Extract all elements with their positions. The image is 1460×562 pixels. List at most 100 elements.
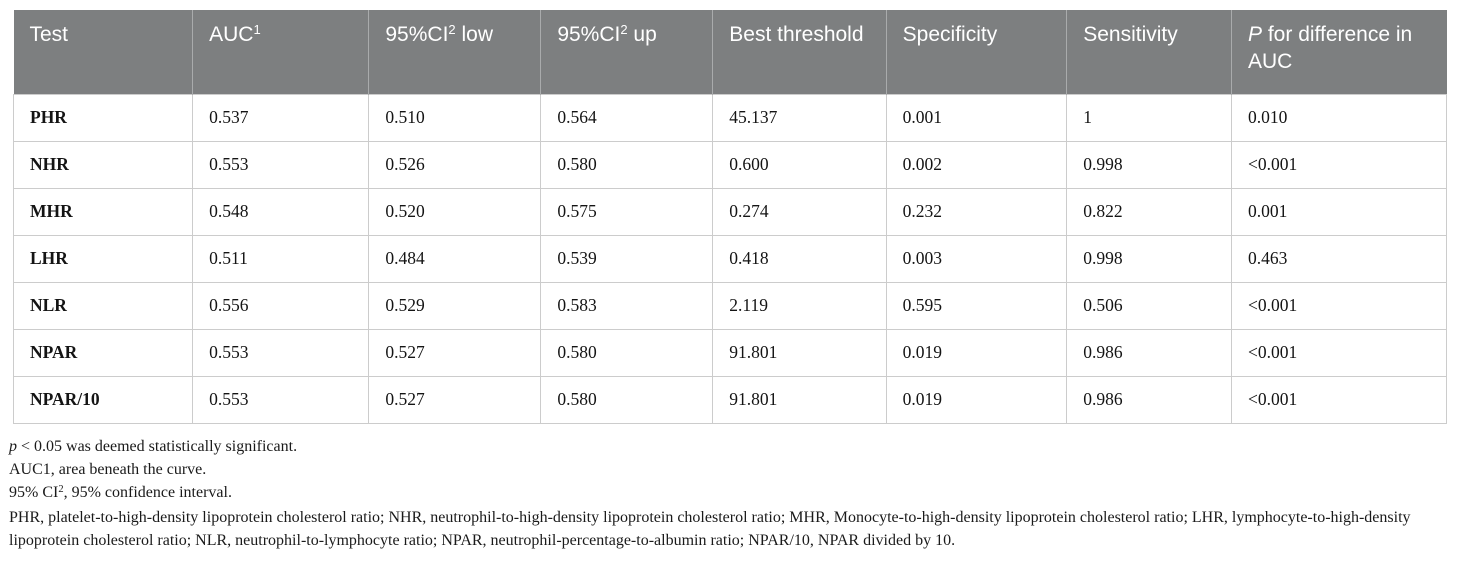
table-row: MHR 0.548 0.520 0.575 0.274 0.232 0.822 0.001	[12, 187, 1447, 236]
text-part: Specificity	[902, 23, 998, 46]
text-part: Test	[29, 23, 69, 46]
cell-p_for_difference: <0.001	[1231, 281, 1447, 330]
cell-ci_low: 0.527	[368, 375, 542, 424]
cell-best_threshold: 91.801	[712, 328, 887, 377]
cell-sensitivity: 1	[1066, 93, 1232, 142]
text-part: , 95% confidence interval.	[63, 483, 232, 501]
cell-sensitivity: 0.998	[1066, 140, 1232, 189]
cell-sensitivity: 0.998	[1066, 234, 1232, 283]
table-body: PHR 0.537 0.510 0.564 45.137 0.001 1 0.010 NHR 0.…	[12, 93, 1447, 424]
text-part: 95%CI	[385, 23, 449, 46]
column-header-auc: AUC1	[192, 10, 369, 94]
cell-p_for_difference: <0.001	[1231, 375, 1447, 424]
cell-specificity: 0.019	[885, 328, 1068, 377]
table-row: NLR 0.556 0.529 0.583 2.119 0.595 0.506 <0.001	[12, 281, 1447, 330]
cell-ci_up: 0.580	[540, 375, 714, 424]
cell-auc: 0.511	[192, 234, 370, 283]
cell-p_for_difference: <0.001	[1231, 140, 1447, 189]
table-row: NHR 0.553 0.526 0.580 0.600 0.002 0.998 <0.001	[12, 140, 1447, 189]
cell-best_threshold: 2.119	[712, 281, 887, 330]
column-header-ci_low: 95%CI2 low	[368, 10, 541, 94]
cell-specificity: 0.595	[885, 281, 1068, 330]
text-part: 2	[58, 483, 64, 495]
table-header-row: Test AUC1 95%CI2 low 95%CI2 up Best threshol…	[13, 10, 1447, 94]
footnote: PHR, platelet-to-high-density lipoprotei…	[9, 506, 1450, 552]
cell-ci_low: 0.484	[368, 234, 542, 283]
cell-test: NHR	[12, 140, 194, 189]
cell-best_threshold: 0.418	[712, 234, 887, 283]
text-part: 2	[620, 22, 628, 37]
cell-test: NPAR	[12, 328, 194, 377]
cell-ci_up: 0.575	[540, 187, 714, 236]
text-part: low	[455, 23, 493, 46]
cell-test: NPAR/10	[12, 375, 194, 424]
text-part: AUC1, area beneath the curve.	[9, 460, 207, 478]
column-header-ci_up: 95%CI2 up	[540, 10, 713, 94]
cell-ci_low: 0.526	[368, 140, 542, 189]
cell-test: NLR	[12, 281, 194, 330]
cell-specificity: 0.232	[885, 187, 1068, 236]
cell-sensitivity: 0.822	[1066, 187, 1232, 236]
footnotes: p < 0.05 was deemed statistically signif…	[9, 435, 1450, 552]
cell-ci_up: 0.564	[540, 93, 714, 142]
table-row: LHR 0.511 0.484 0.539 0.418 0.003 0.998 0.463	[12, 234, 1447, 283]
cell-ci_up: 0.580	[540, 328, 714, 377]
cell-test: PHR	[12, 93, 194, 142]
cell-specificity: 0.001	[885, 93, 1068, 142]
footnote: 95% CI2, 95% confidence interval.	[9, 481, 1450, 506]
text-part: 2	[448, 22, 456, 37]
cell-best_threshold: 45.137	[712, 93, 887, 142]
table-row: PHR 0.537 0.510 0.564 45.137 0.001 1 0.010	[12, 93, 1447, 142]
cell-auc: 0.548	[192, 187, 370, 236]
text-part: AUC	[209, 23, 254, 46]
cell-ci_low: 0.529	[368, 281, 542, 330]
cell-p_for_difference: 0.010	[1231, 93, 1447, 142]
cell-best_threshold: 91.801	[712, 375, 887, 424]
column-header-sensitivity: Sensitivity	[1066, 10, 1232, 94]
cell-best_threshold: 0.274	[712, 187, 887, 236]
text-part: Best threshold	[729, 23, 864, 46]
cell-ci_up: 0.583	[540, 281, 714, 330]
cell-auc: 0.537	[192, 93, 370, 142]
column-header-p_for_difference: P for difference in AUC	[1231, 10, 1447, 94]
cell-auc: 0.553	[192, 140, 370, 189]
cell-test: MHR	[12, 187, 194, 236]
cell-ci_low: 0.527	[368, 328, 542, 377]
text-part: 95%CI	[557, 23, 621, 46]
cell-ci_up: 0.580	[540, 140, 714, 189]
cell-best_threshold: 0.600	[712, 140, 887, 189]
cell-specificity: 0.003	[885, 234, 1068, 283]
cell-specificity: 0.019	[885, 375, 1068, 424]
cell-p_for_difference: 0.463	[1231, 234, 1447, 283]
cell-p_for_difference: <0.001	[1231, 328, 1447, 377]
text-part: for difference in AUC	[1248, 23, 1413, 73]
text-part: 1	[253, 22, 261, 37]
footnote: AUC1, area beneath the curve.	[9, 458, 1450, 481]
column-header-specificity: Specificity	[885, 10, 1067, 94]
footnote: p < 0.05 was deemed statistically signif…	[9, 435, 1450, 458]
table-row: NPAR/10 0.553 0.527 0.580 91.801 0.019 0.986 <0…	[12, 375, 1447, 424]
cell-auc: 0.553	[192, 375, 370, 424]
column-header-best_threshold: Best threshold	[712, 10, 887, 94]
text-part: 95% CI	[9, 483, 59, 501]
cell-auc: 0.553	[192, 328, 370, 377]
cell-ci_low: 0.510	[368, 93, 542, 142]
cell-sensitivity: 0.986	[1066, 328, 1232, 377]
text-part: Sensitivity	[1083, 23, 1178, 46]
cell-p_for_difference: 0.001	[1231, 187, 1447, 236]
cell-sensitivity: 0.506	[1066, 281, 1232, 330]
text-part: up	[627, 23, 657, 46]
column-header-test: Test	[13, 10, 193, 94]
cell-auc: 0.556	[192, 281, 370, 330]
cell-ci_low: 0.520	[368, 187, 542, 236]
text-part: p	[9, 437, 17, 455]
text-part: < 0.05 was deemed statistically signific…	[17, 437, 298, 455]
cell-ci_up: 0.539	[540, 234, 714, 283]
cell-specificity: 0.002	[885, 140, 1068, 189]
cell-sensitivity: 0.986	[1066, 375, 1232, 424]
results-table: Test AUC1 95%CI2 low 95%CI2 up Best threshol…	[12, 10, 1447, 424]
table-row: NPAR 0.553 0.527 0.580 91.801 0.019 0.986 <0.00…	[12, 328, 1447, 377]
cell-test: LHR	[12, 234, 194, 283]
text-part: PHR, platelet-to-high-density lipoprotei…	[9, 508, 1411, 549]
